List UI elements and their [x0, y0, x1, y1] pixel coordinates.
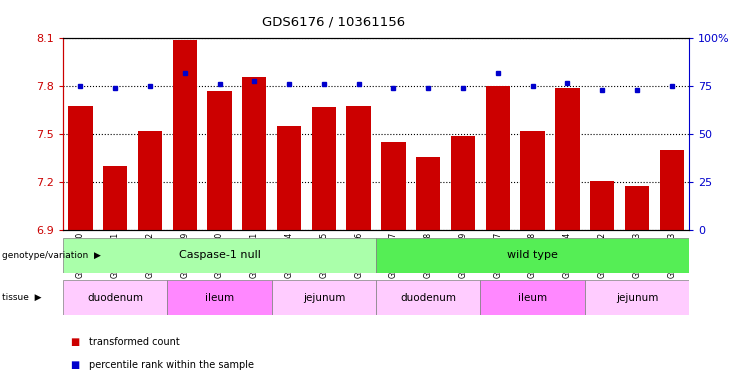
Bar	[590, 181, 614, 230]
Bar	[347, 106, 370, 230]
Bar	[416, 157, 440, 230]
Bar	[63, 238, 376, 273]
Text: wild type: wild type	[507, 250, 558, 260]
Bar	[68, 106, 93, 230]
Bar	[242, 77, 267, 230]
Bar	[138, 131, 162, 230]
Text: ileum: ileum	[205, 293, 234, 303]
Bar	[625, 185, 649, 230]
Bar	[173, 40, 197, 230]
Text: jejunum: jejunum	[302, 293, 345, 303]
Bar	[382, 142, 405, 230]
Bar	[167, 280, 272, 315]
Text: ■: ■	[70, 337, 79, 347]
Bar	[103, 166, 127, 230]
Bar	[555, 88, 579, 230]
Text: tissue  ▶: tissue ▶	[2, 293, 41, 302]
Text: transformed count: transformed count	[89, 337, 179, 347]
Bar	[277, 126, 302, 230]
Bar	[659, 151, 684, 230]
Bar	[63, 280, 167, 315]
Text: jejunum: jejunum	[616, 293, 658, 303]
Text: Caspase-1 null: Caspase-1 null	[179, 250, 260, 260]
Bar	[485, 86, 510, 230]
Text: duodenum: duodenum	[400, 293, 456, 303]
Bar	[376, 238, 689, 273]
Text: genotype/variation  ▶: genotype/variation ▶	[2, 251, 101, 260]
Bar	[376, 280, 480, 315]
Text: ileum: ileum	[518, 293, 547, 303]
Text: percentile rank within the sample: percentile rank within the sample	[89, 360, 254, 370]
Bar	[585, 280, 689, 315]
Bar	[520, 131, 545, 230]
Bar	[207, 91, 232, 230]
Bar	[451, 136, 475, 230]
Bar	[480, 280, 585, 315]
Text: ■: ■	[70, 360, 79, 370]
Text: GDS6176 / 10361156: GDS6176 / 10361156	[262, 15, 405, 28]
Bar	[312, 107, 336, 230]
Bar	[272, 280, 376, 315]
Text: duodenum: duodenum	[87, 293, 143, 303]
